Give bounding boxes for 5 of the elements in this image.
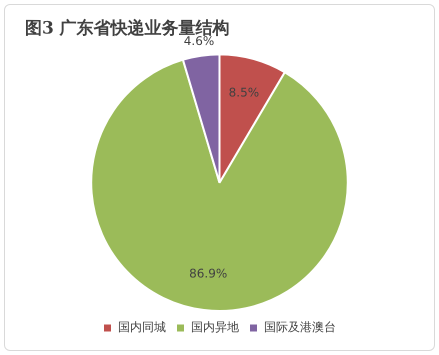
legend-label: 国内异地	[191, 320, 239, 334]
legend-label: 国内同城	[118, 320, 166, 334]
data-label: 86.9%	[189, 266, 228, 281]
data-label: 8.5%	[228, 86, 260, 100]
legend-label: 国际及港澳台	[264, 320, 336, 334]
